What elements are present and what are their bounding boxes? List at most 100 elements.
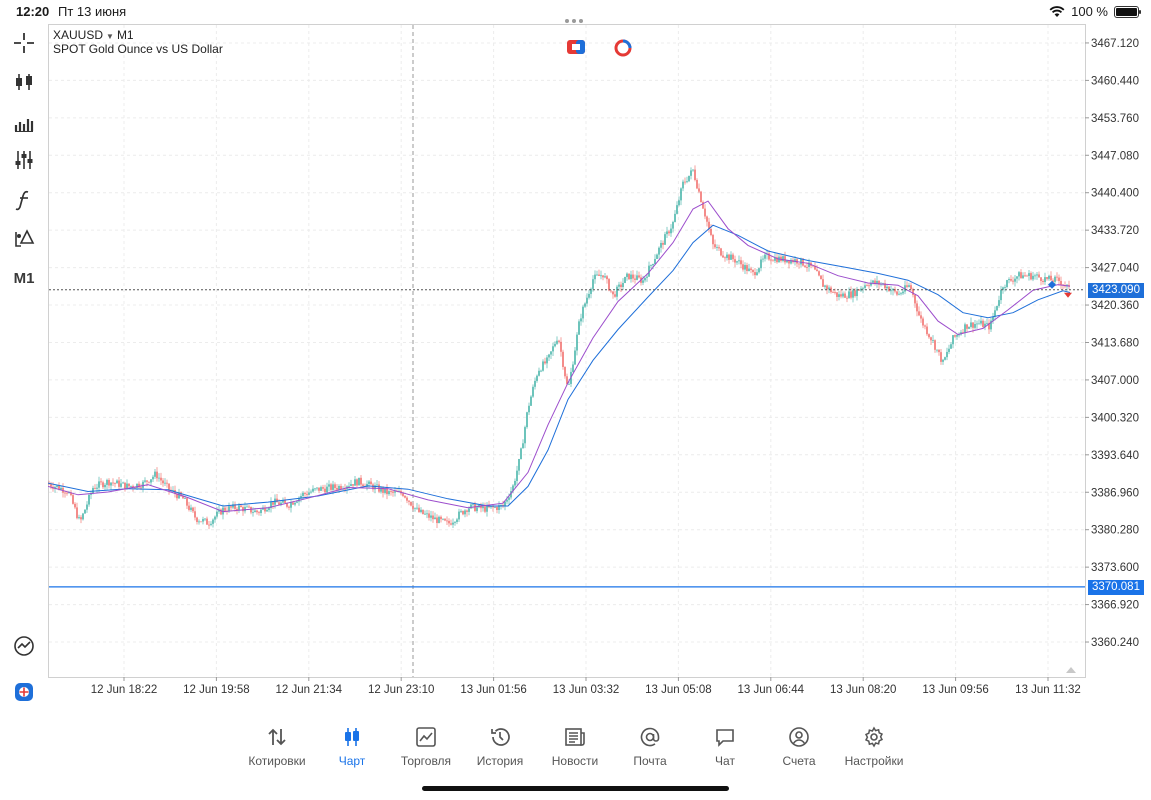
candle-body	[402, 493, 404, 496]
tab-chart[interactable]: Чарт	[312, 726, 392, 770]
candle-body	[320, 487, 322, 491]
tab-settings[interactable]: Настройки	[834, 726, 914, 770]
quotes-arrows-icon	[268, 728, 286, 746]
home-indicator[interactable]	[422, 786, 729, 791]
candle-body	[552, 346, 554, 352]
candle-body	[710, 229, 712, 235]
objects-icon[interactable]	[8, 222, 40, 254]
candle-body	[264, 507, 266, 512]
candle-body	[922, 318, 924, 326]
multitask-dots-icon[interactable]	[565, 10, 587, 23]
candle-body	[980, 320, 982, 324]
candle-body	[928, 334, 930, 338]
candle-body	[600, 275, 602, 277]
candle-body	[648, 265, 650, 277]
analysis-chart-icon[interactable]	[8, 630, 40, 662]
candle-body	[154, 471, 156, 477]
price-chart[interactable]: 3467.120 3460.440 3453.760 3447.080 3440.400…	[48, 24, 1151, 700]
candle-body	[900, 293, 902, 295]
tab-chat[interactable]: Чат	[685, 726, 765, 770]
candle-body	[190, 507, 192, 510]
candle-body	[218, 509, 220, 512]
candle-body	[272, 502, 274, 505]
x-tick-label: 12 Jun 19:58	[183, 684, 250, 696]
tab-news[interactable]: Новости	[535, 726, 615, 770]
candle-body	[450, 523, 452, 525]
candle-body	[1034, 275, 1036, 277]
candle-body	[606, 276, 608, 280]
candle-body	[782, 256, 784, 261]
candle-body	[1004, 286, 1006, 288]
candle-body	[136, 483, 138, 488]
candle-body	[356, 479, 358, 486]
volume-bars-icon[interactable]	[8, 106, 40, 138]
x-tick-label: 13 Jun 08:20	[830, 684, 897, 696]
market-depth-icon[interactable]	[613, 39, 633, 57]
crosshair-icon[interactable]	[8, 27, 40, 59]
candle-body	[48, 483, 50, 485]
timeframe-button[interactable]: M1	[13, 269, 35, 287]
tab-quotes[interactable]: Котировки	[237, 726, 317, 770]
indicators-sliders-icon[interactable]	[8, 144, 40, 176]
candle-body	[370, 481, 372, 485]
scroll-end-icon[interactable]	[1066, 667, 1076, 673]
tab-trade[interactable]: Торговля	[386, 726, 466, 770]
candle-body	[376, 484, 378, 486]
candle-body	[910, 285, 912, 289]
candle-body	[762, 258, 764, 260]
x-tick-label: 13 Jun 03:32	[553, 684, 620, 696]
candle-body	[444, 518, 446, 521]
signal-app-icon[interactable]	[8, 676, 40, 708]
candle-body	[596, 274, 598, 276]
tab-accounts[interactable]: Счета	[759, 726, 839, 770]
candle-body	[868, 285, 870, 287]
candle-body	[172, 490, 174, 491]
candlestick-icon[interactable]	[8, 66, 40, 98]
battery-percent: 100 %	[1071, 4, 1108, 19]
candle-body	[176, 493, 178, 499]
candle-body	[816, 269, 818, 272]
candle-body	[956, 334, 958, 337]
x-tick-label: 12 Jun 18:22	[91, 684, 158, 696]
candle-body	[516, 470, 518, 481]
level-price-label[interactable]: 3370.081	[1088, 579, 1144, 595]
candle-body	[468, 508, 470, 512]
candle-body	[896, 291, 898, 295]
candle-body	[54, 486, 56, 489]
x-tick-label: 13 Jun 05:08	[645, 684, 712, 696]
function-icon[interactable]	[8, 184, 40, 216]
candle-body	[446, 520, 448, 522]
candle-body	[498, 505, 500, 510]
candle-body	[420, 509, 422, 513]
candle-body	[970, 322, 972, 327]
candle-body	[890, 290, 892, 292]
candle-body	[554, 343, 556, 347]
candle-body	[646, 276, 648, 278]
candle-body	[954, 335, 956, 337]
chat-bubble-icon	[716, 729, 734, 747]
candle-body	[146, 480, 148, 482]
candle-body	[486, 505, 488, 512]
candle-body	[466, 510, 468, 512]
one-click-trading-icon[interactable]	[566, 39, 586, 55]
candle-body	[258, 512, 260, 514]
candle-body	[788, 260, 790, 264]
candle-body	[334, 484, 336, 488]
y-tick-label: 3393.640	[1091, 450, 1139, 462]
candle-body	[544, 361, 546, 364]
candle-body	[1052, 280, 1054, 282]
candle-body	[248, 506, 250, 508]
candle-body	[736, 261, 738, 263]
candle-body	[1048, 275, 1050, 279]
tab-mail[interactable]: Почта	[610, 726, 690, 770]
candle-body	[680, 188, 682, 201]
tab-history[interactable]: История	[460, 726, 540, 770]
candle-body	[276, 498, 278, 503]
candle-body	[996, 305, 998, 311]
candle-body	[332, 484, 334, 490]
candle-body	[966, 324, 968, 329]
chart-canvas[interactable]: 3467.120 3460.440 3453.760 3447.080 3440.400…	[48, 24, 1151, 700]
candle-body	[972, 322, 974, 328]
candle-body	[268, 508, 270, 511]
candle-body	[622, 282, 624, 288]
